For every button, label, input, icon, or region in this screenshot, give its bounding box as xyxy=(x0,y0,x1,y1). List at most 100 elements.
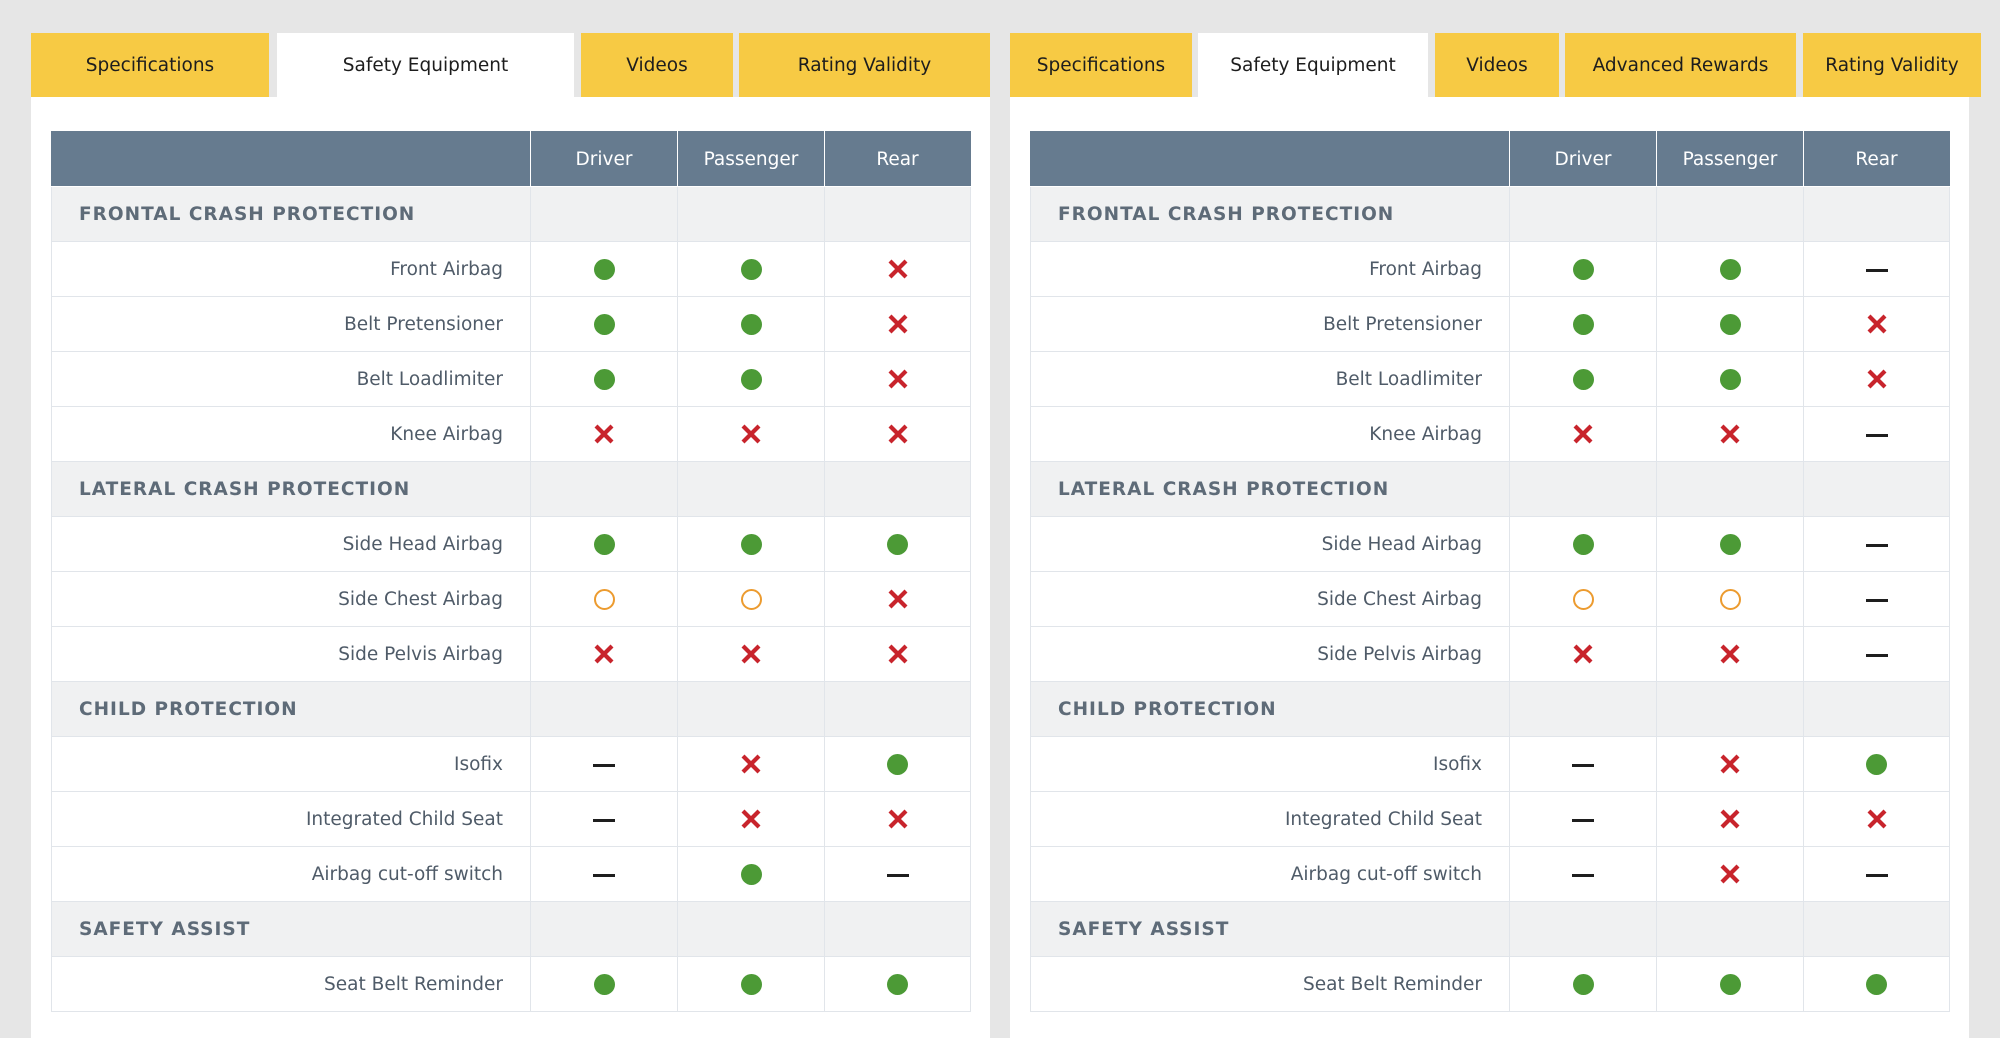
table-body: FRONTAL CRASH PROTECTION Front Airbag Belt… xyxy=(1030,186,1950,1012)
rear-status-cell xyxy=(1803,406,1950,462)
red-cross-icon xyxy=(888,424,907,444)
green-dot-icon xyxy=(740,258,762,280)
passenger-status-cell xyxy=(1656,791,1804,847)
rear-status-cell xyxy=(824,956,971,1012)
section-header-row: LATERAL CRASH PROTECTION xyxy=(51,461,971,517)
column-header-driver: Driver xyxy=(1509,131,1657,187)
red-cross-icon xyxy=(741,644,761,664)
driver-status-cell xyxy=(1509,736,1657,792)
section-header-row: CHILD PROTECTION xyxy=(1030,681,1950,737)
rear-status-cell xyxy=(824,571,971,627)
column-header-passenger: Passenger xyxy=(1656,131,1804,187)
tab-rating-validity[interactable]: Rating Validity xyxy=(1803,33,1981,97)
rear-status-cell xyxy=(824,296,971,352)
rear-status-cell xyxy=(1803,736,1950,792)
equipment-label: Front Airbag xyxy=(1030,241,1510,297)
section-empty-cell xyxy=(824,461,971,517)
section-empty-cell xyxy=(530,681,678,737)
green-dot-icon xyxy=(740,368,762,390)
passenger-status-cell xyxy=(677,956,825,1012)
section-empty-cell xyxy=(824,186,971,242)
orange-ring-icon xyxy=(1719,588,1741,610)
red-cross-icon xyxy=(1867,314,1886,334)
driver-status-cell xyxy=(1509,571,1657,627)
red-cross-icon xyxy=(888,644,907,664)
section-empty-cell xyxy=(677,681,825,737)
red-cross-icon xyxy=(1867,809,1886,829)
green-dot-icon xyxy=(1719,368,1741,390)
section-header-row: LATERAL CRASH PROTECTION xyxy=(1030,461,1950,517)
red-cross-icon xyxy=(741,754,761,774)
equipment-label: Knee Airbag xyxy=(51,406,531,462)
table-header-row: Driver Passenger Rear xyxy=(1030,131,1950,187)
red-cross-icon xyxy=(1720,754,1740,774)
green-dot-icon xyxy=(1572,973,1594,995)
section-empty-cell xyxy=(1656,901,1804,957)
driver-status-cell xyxy=(1509,241,1657,297)
driver-status-cell xyxy=(1509,351,1657,407)
passenger-status-cell xyxy=(677,791,825,847)
tab-safety-equipment[interactable]: Safety Equipment xyxy=(277,33,574,97)
section-empty-cell xyxy=(824,681,971,737)
section-empty-cell xyxy=(1803,901,1950,957)
green-dot-icon xyxy=(1572,313,1594,335)
red-cross-icon xyxy=(741,424,761,444)
green-dot-icon xyxy=(1719,973,1741,995)
tab-videos[interactable]: Videos xyxy=(581,33,733,97)
passenger-status-cell xyxy=(1656,736,1804,792)
tab-specifications[interactable]: Specifications xyxy=(31,33,269,97)
dash-icon xyxy=(1865,653,1888,657)
driver-status-cell xyxy=(530,351,678,407)
rear-status-cell xyxy=(1803,241,1950,297)
rear-status-cell xyxy=(1803,296,1950,352)
green-dot-icon xyxy=(593,313,615,335)
rear-status-cell xyxy=(824,626,971,682)
tab-advanced-rewards[interactable]: Advanced Rewards xyxy=(1565,33,1796,97)
passenger-status-cell xyxy=(677,571,825,627)
driver-status-cell xyxy=(1509,516,1657,572)
green-dot-icon xyxy=(593,368,615,390)
dash-icon xyxy=(886,873,909,877)
dash-icon xyxy=(1865,873,1888,877)
section-empty-cell xyxy=(1803,461,1950,517)
rear-status-cell xyxy=(824,406,971,462)
tab-rating-validity[interactable]: Rating Validity xyxy=(739,33,990,97)
driver-status-cell xyxy=(1509,626,1657,682)
tab-videos[interactable]: Videos xyxy=(1435,33,1559,97)
tab-specifications[interactable]: Specifications xyxy=(1010,33,1192,97)
driver-status-cell xyxy=(530,406,678,462)
section-header-row: SAFETY ASSIST xyxy=(51,901,971,957)
driver-status-cell xyxy=(530,626,678,682)
green-dot-icon xyxy=(1572,258,1594,280)
tab-bar: Specifications Safety Equipment Videos R… xyxy=(31,33,990,97)
passenger-status-cell xyxy=(1656,571,1804,627)
equipment-label: Side Chest Airbag xyxy=(51,571,531,627)
section-empty-cell xyxy=(530,901,678,957)
rear-status-cell xyxy=(1803,791,1950,847)
orange-ring-icon xyxy=(1572,588,1594,610)
passenger-status-cell xyxy=(1656,626,1804,682)
equipment-label: Knee Airbag xyxy=(1030,406,1510,462)
rear-status-cell xyxy=(1803,516,1950,572)
safety-equipment-table: Driver Passenger Rear FRONTAL CRASH PROT… xyxy=(51,131,971,1012)
green-dot-icon xyxy=(1866,753,1887,775)
tab-safety-equipment[interactable]: Safety Equipment xyxy=(1198,33,1428,97)
section-empty-cell xyxy=(1656,461,1804,517)
table-row: Knee Airbag xyxy=(1030,406,1950,462)
green-dot-icon xyxy=(1719,533,1741,555)
column-header-driver: Driver xyxy=(530,131,678,187)
driver-status-cell xyxy=(1509,956,1657,1012)
dash-icon xyxy=(1865,433,1888,437)
driver-status-cell xyxy=(1509,406,1657,462)
rear-status-cell xyxy=(824,241,971,297)
section-title: FRONTAL CRASH PROTECTION xyxy=(51,186,531,242)
section-title: LATERAL CRASH PROTECTION xyxy=(1030,461,1510,517)
driver-status-cell xyxy=(530,956,678,1012)
dash-icon xyxy=(1572,763,1594,767)
section-title: CHILD PROTECTION xyxy=(1030,681,1510,737)
red-cross-icon xyxy=(888,589,907,609)
section-empty-cell xyxy=(824,901,971,957)
header-item-cell xyxy=(51,131,531,187)
driver-status-cell xyxy=(530,846,678,902)
rear-status-cell xyxy=(1803,351,1950,407)
